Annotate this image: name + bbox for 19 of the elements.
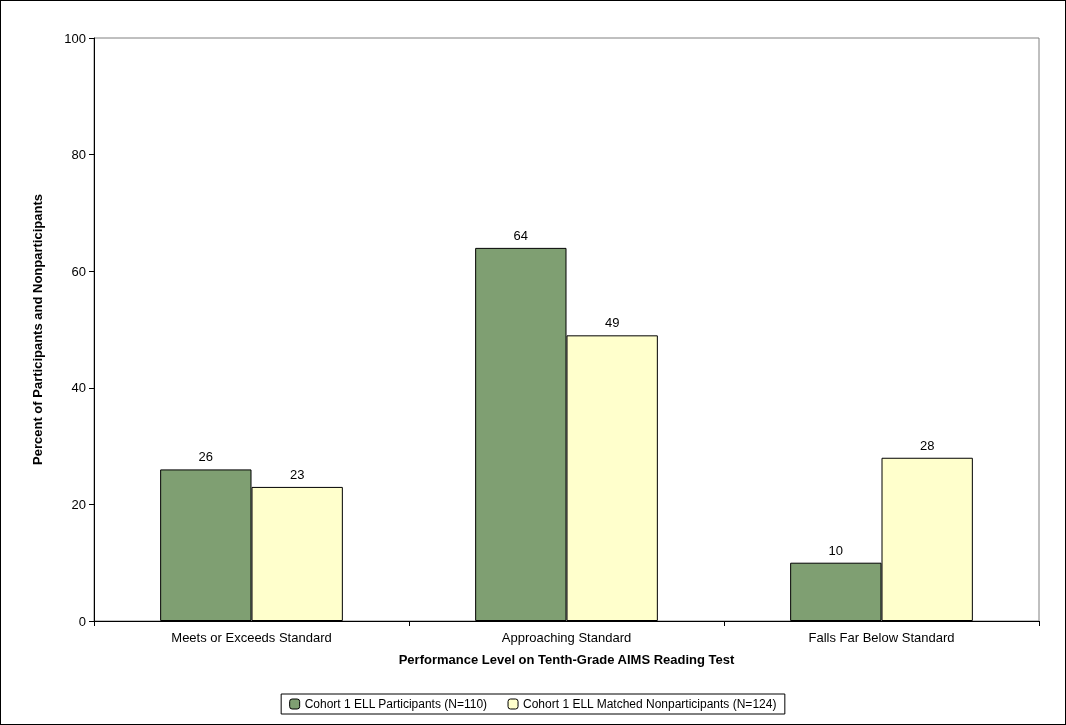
x-tick-label: Falls Far Below Standard xyxy=(808,630,955,645)
y-tick-label: 40 xyxy=(71,380,86,396)
legend-label: Cohort 1 ELL Matched Nonparticipants (N=124) xyxy=(523,697,777,711)
y-tick-label: 20 xyxy=(71,496,86,512)
data-label: 28 xyxy=(919,437,935,453)
y-axis-title: Percent of Participants and Nonparticipants xyxy=(30,194,45,465)
y-tick-label: 80 xyxy=(71,147,86,163)
data-label: 23 xyxy=(289,466,305,482)
data-label: 49 xyxy=(604,315,620,331)
legend-label: Cohort 1 ELL Participants (N=110) xyxy=(304,697,488,711)
y-tick-label: 60 xyxy=(71,263,86,279)
x-axis-title: Performance Level on Tenth-Grade AIMS Reading Test xyxy=(398,652,735,667)
x-tick-label: Meets or Exceeds Standard xyxy=(171,630,332,645)
y-tick-label: 0 xyxy=(78,613,86,629)
data-label: 26 xyxy=(198,449,214,465)
y-tick-label: 100 xyxy=(64,30,86,46)
data-label: 10 xyxy=(828,542,844,558)
data-label: 64 xyxy=(513,227,529,243)
x-tick-label: Approaching Standard xyxy=(501,630,632,645)
